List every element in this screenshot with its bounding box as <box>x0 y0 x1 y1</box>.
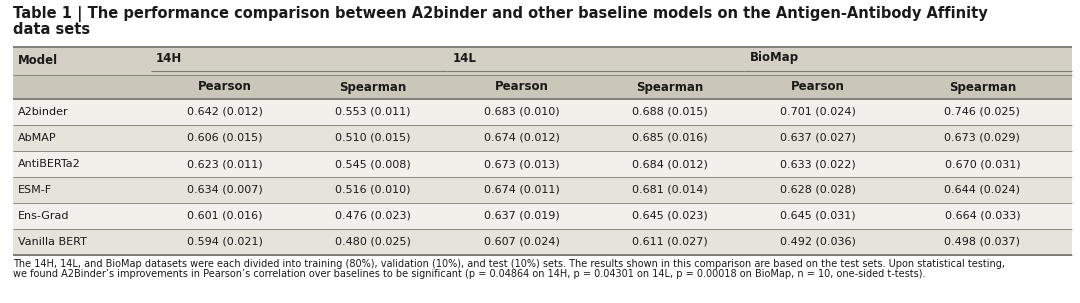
Text: 0.634 (0.007): 0.634 (0.007) <box>187 185 262 195</box>
Text: 0.476 (0.023): 0.476 (0.023) <box>335 211 411 221</box>
Text: 0.645 (0.023): 0.645 (0.023) <box>632 211 707 221</box>
Text: A2binder: A2binder <box>18 107 69 117</box>
Text: ESM-F: ESM-F <box>18 185 53 195</box>
Text: 0.688 (0.015): 0.688 (0.015) <box>632 107 707 117</box>
Text: 0.498 (0.037): 0.498 (0.037) <box>944 237 1021 247</box>
Text: Pearson: Pearson <box>495 81 549 94</box>
Text: 0.516 (0.010): 0.516 (0.010) <box>336 185 410 195</box>
Text: 0.628 (0.028): 0.628 (0.028) <box>780 185 856 195</box>
Text: 0.594 (0.021): 0.594 (0.021) <box>187 237 262 247</box>
Text: 0.681 (0.014): 0.681 (0.014) <box>632 185 707 195</box>
Text: 0.684 (0.012): 0.684 (0.012) <box>632 159 707 169</box>
Text: 0.492 (0.036): 0.492 (0.036) <box>780 237 856 247</box>
Text: Model: Model <box>18 55 58 68</box>
Text: 0.601 (0.016): 0.601 (0.016) <box>187 211 262 221</box>
Text: 0.645 (0.031): 0.645 (0.031) <box>781 211 856 221</box>
Text: 0.545 (0.008): 0.545 (0.008) <box>335 159 411 169</box>
Text: AbMAP: AbMAP <box>18 133 57 143</box>
Text: 0.664 (0.033): 0.664 (0.033) <box>945 211 1021 221</box>
Text: Table 1 | The performance comparison between A2binder and other baseline models : Table 1 | The performance comparison bet… <box>13 6 988 22</box>
Text: 0.637 (0.027): 0.637 (0.027) <box>780 133 856 143</box>
Text: 0.670 (0.031): 0.670 (0.031) <box>945 159 1021 169</box>
Text: 0.607 (0.024): 0.607 (0.024) <box>484 237 559 247</box>
Text: 0.553 (0.011): 0.553 (0.011) <box>336 107 410 117</box>
Text: 0.637 (0.019): 0.637 (0.019) <box>484 211 559 221</box>
Text: 0.644 (0.024): 0.644 (0.024) <box>944 185 1021 195</box>
Text: data sets: data sets <box>13 22 90 37</box>
Text: 0.673 (0.013): 0.673 (0.013) <box>484 159 559 169</box>
Text: 0.674 (0.012): 0.674 (0.012) <box>484 133 559 143</box>
Text: Spearman: Spearman <box>636 81 703 94</box>
Text: 0.642 (0.012): 0.642 (0.012) <box>187 107 262 117</box>
Text: Pearson: Pearson <box>198 81 252 94</box>
Text: 0.701 (0.024): 0.701 (0.024) <box>780 107 856 117</box>
Text: we found A2Binder’s improvements in Pearson’s correlation over baselines to be s: we found A2Binder’s improvements in Pear… <box>13 269 926 279</box>
Text: 0.685 (0.016): 0.685 (0.016) <box>632 133 707 143</box>
Text: 0.746 (0.025): 0.746 (0.025) <box>944 107 1021 117</box>
Text: Pearson: Pearson <box>792 81 846 94</box>
Text: 14L: 14L <box>453 52 476 65</box>
Text: The 14H, 14L, and BioMap datasets were each divided into training (80%), validat: The 14H, 14L, and BioMap datasets were e… <box>13 259 1005 269</box>
Text: 0.611 (0.027): 0.611 (0.027) <box>632 237 707 247</box>
Text: 0.673 (0.029): 0.673 (0.029) <box>944 133 1021 143</box>
Text: Vanilla BERT: Vanilla BERT <box>18 237 87 247</box>
Text: Spearman: Spearman <box>339 81 407 94</box>
Text: 0.480 (0.025): 0.480 (0.025) <box>335 237 411 247</box>
Text: Ens-Grad: Ens-Grad <box>18 211 70 221</box>
Text: Spearman: Spearman <box>948 81 1016 94</box>
Text: 0.606 (0.015): 0.606 (0.015) <box>187 133 262 143</box>
Text: AntiBERTa2: AntiBERTa2 <box>18 159 81 169</box>
Text: 0.623 (0.011): 0.623 (0.011) <box>187 159 262 169</box>
Text: BioMap: BioMap <box>750 52 798 65</box>
Text: 0.633 (0.022): 0.633 (0.022) <box>780 159 856 169</box>
Text: 0.510 (0.015): 0.510 (0.015) <box>336 133 410 143</box>
Text: 0.683 (0.010): 0.683 (0.010) <box>484 107 559 117</box>
Text: 14H: 14H <box>157 52 183 65</box>
Text: 0.674 (0.011): 0.674 (0.011) <box>484 185 559 195</box>
